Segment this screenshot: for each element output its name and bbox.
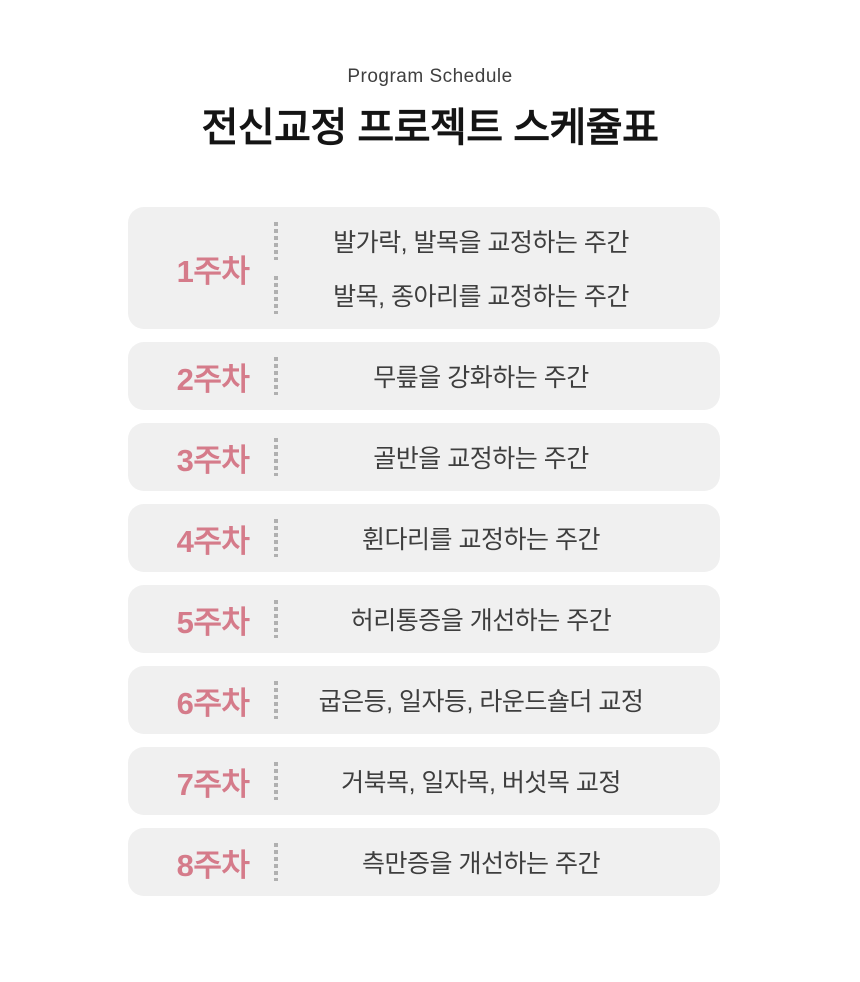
week-label: 7주차 [176, 766, 250, 802]
dotted-divider [274, 357, 278, 395]
week-description: 골반을 교정하는 주간 [373, 445, 589, 473]
week-description: 거북목, 일자목, 버섯목 교정 [341, 769, 621, 797]
week-description: 발가락, 발목을 교정하는 주간 [333, 229, 629, 257]
dotted-divider [274, 276, 278, 314]
schedule-item: 발목, 종아리를 교정하는 주간 [274, 271, 720, 319]
week-description: 허리통증을 개선하는 주간 [350, 607, 612, 635]
week-description: 휜다리를 교정하는 주간 [362, 526, 600, 554]
week-label: 8주차 [176, 847, 250, 883]
week-items: 골반을 교정하는 주간 [274, 433, 720, 481]
schedule-item: 휜다리를 교정하는 주간 [274, 514, 720, 562]
schedule-item: 측만증을 개선하는 주간 [274, 838, 720, 886]
schedule-item: 발가락, 발목을 교정하는 주간 [274, 217, 720, 265]
schedule-item: 거북목, 일자목, 버섯목 교정 [274, 757, 720, 805]
schedule-item: 무릎을 강화하는 주간 [274, 352, 720, 400]
dotted-divider [274, 519, 278, 557]
week-label: 6주차 [176, 685, 250, 721]
schedule-row: 6주차 굽은등, 일자등, 라운드숄더 교정 [128, 666, 720, 734]
schedule-item: 굽은등, 일자등, 라운드숄더 교정 [274, 676, 720, 724]
week-description: 굽은등, 일자등, 라운드숄더 교정 [318, 688, 644, 716]
dotted-divider [274, 222, 278, 260]
week-items: 굽은등, 일자등, 라운드숄더 교정 [274, 676, 720, 724]
dotted-divider [274, 762, 278, 800]
week-description: 무릎을 강화하는 주간 [373, 364, 589, 392]
subtitle: Program Schedule [347, 66, 513, 87]
week-items: 측만증을 개선하는 주간 [274, 838, 720, 886]
schedule-row: 7주차 거북목, 일자목, 버섯목 교정 [128, 747, 720, 815]
schedule-row: 5주차 허리통증을 개선하는 주간 [128, 585, 720, 653]
week-items: 무릎을 강화하는 주간 [274, 352, 720, 400]
schedule-item: 허리통증을 개선하는 주간 [274, 595, 720, 643]
schedule-item: 골반을 교정하는 주간 [274, 433, 720, 481]
week-description: 발목, 종아리를 교정하는 주간 [333, 283, 629, 311]
week-label: 3주차 [176, 442, 250, 478]
week-items: 휜다리를 교정하는 주간 [274, 514, 720, 562]
schedule-row: 3주차 골반을 교정하는 주간 [128, 423, 720, 491]
schedule-row: 8주차 측만증을 개선하는 주간 [128, 828, 720, 896]
page-title: 전신교정 프로젝트 스케쥴표 [201, 106, 659, 150]
week-items: 허리통증을 개선하는 주간 [274, 595, 720, 643]
page: Program Schedule 전신교정 프로젝트 스케쥴표 1주차 발가락,… [0, 66, 860, 982]
schedule-row: 4주차 휜다리를 교정하는 주간 [128, 504, 720, 572]
dotted-divider [274, 843, 278, 881]
week-label: 1주차 [176, 253, 250, 289]
dotted-divider [274, 681, 278, 719]
week-label: 5주차 [176, 604, 250, 640]
dotted-divider [274, 438, 278, 476]
header: Program Schedule 전신교정 프로젝트 스케쥴표 [0, 66, 860, 152]
week-label: 4주차 [176, 523, 250, 559]
week-items: 거북목, 일자목, 버섯목 교정 [274, 757, 720, 805]
week-label: 2주차 [176, 361, 250, 397]
week-description: 측만증을 개선하는 주간 [362, 850, 600, 878]
dotted-divider [274, 600, 278, 638]
schedule-row: 2주차 무릎을 강화하는 주간 [128, 342, 720, 410]
